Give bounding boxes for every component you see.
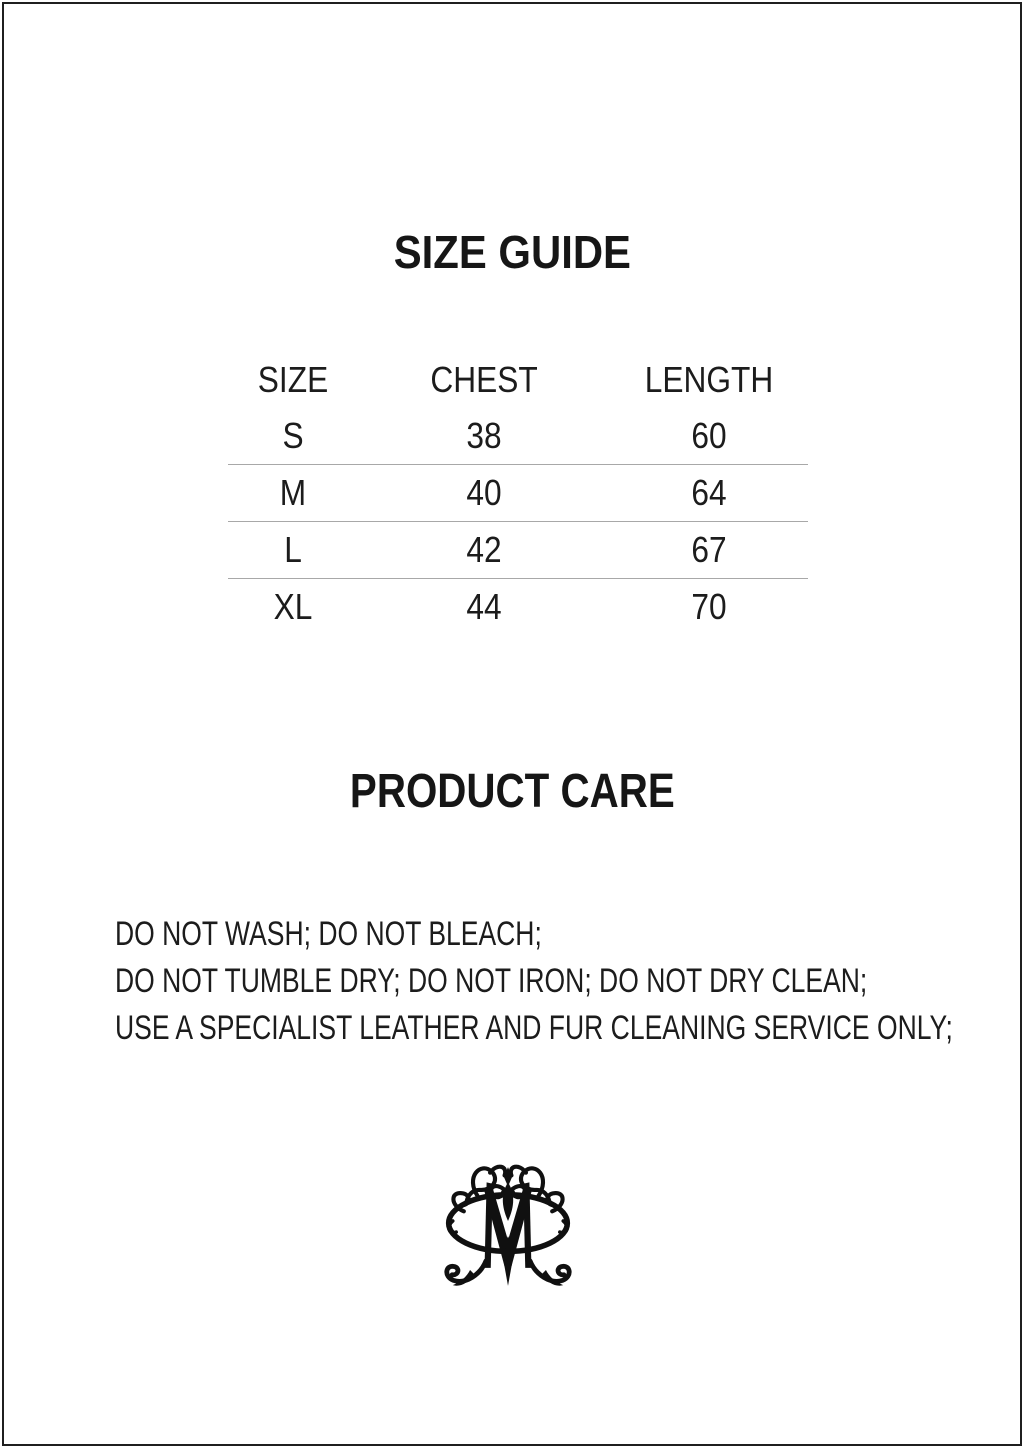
- column-header-size: SIZE: [257, 359, 329, 400]
- ornate-m-monogram-icon: [444, 1152, 584, 1290]
- size-guide-title-text: SIZE GUIDE: [393, 226, 631, 278]
- care-line-3: USE A SPECIALIST LEATHER AND FUR CLEANIN…: [115, 1009, 953, 1047]
- size-table: SIZE CHEST LENGTH S 38 60 M 40 64 L 42 6…: [228, 352, 808, 635]
- care-instructions: DO NOT WASH; DO NOT BLEACH; DO NOT TUMBL…: [115, 911, 1024, 1052]
- length-value: 64: [691, 472, 727, 513]
- brand-monogram-logo: [432, 1152, 584, 1290]
- length-value: 67: [691, 529, 727, 570]
- chest-value: 38: [466, 415, 502, 456]
- chest-value: 42: [466, 529, 502, 570]
- size-value: S: [282, 415, 304, 456]
- column-header-length: LENGTH: [644, 359, 774, 400]
- size-table-row-xl: XL 44 70: [228, 579, 808, 635]
- size-value: L: [284, 529, 302, 570]
- size-table-row-m: M 40 64: [228, 465, 808, 522]
- length-value: 70: [691, 586, 727, 627]
- column-header-chest: CHEST: [430, 359, 538, 400]
- care-line-2: DO NOT TUMBLE DRY; DO NOT IRON; DO NOT D…: [115, 962, 868, 1000]
- length-value: 60: [691, 415, 727, 456]
- chest-value: 44: [466, 586, 502, 627]
- size-table-row-l: L 42 67: [228, 522, 808, 579]
- product-care-title-text: PRODUCT CARE: [349, 765, 675, 818]
- care-line-1: DO NOT WASH; DO NOT BLEACH;: [115, 915, 542, 953]
- size-table-header-row: SIZE CHEST LENGTH: [228, 352, 808, 408]
- chest-value: 40: [466, 472, 502, 513]
- size-value: M: [279, 472, 307, 513]
- size-value: XL: [273, 586, 313, 627]
- product-care-title: PRODUCT CARE: [0, 768, 1024, 816]
- size-table-row-s: S 38 60: [228, 408, 808, 465]
- size-guide-title: SIZE GUIDE: [0, 229, 1024, 275]
